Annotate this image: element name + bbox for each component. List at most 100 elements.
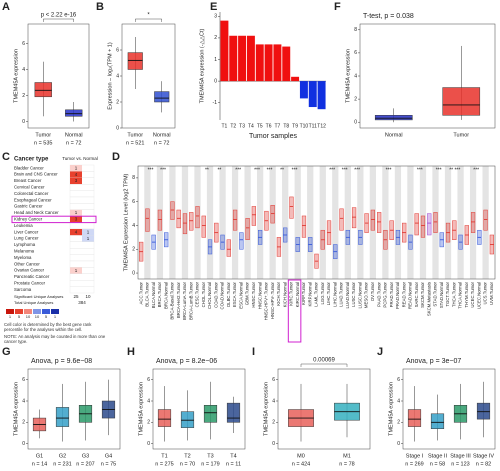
x-tick-label: PRAD.Normal	[395, 282, 400, 309]
note: NOTE: An analysis may be counted in more…	[4, 334, 106, 344]
y-tick-label: 2	[354, 96, 357, 102]
n-label: n = 231	[53, 461, 72, 467]
n-label: n = 207	[76, 461, 95, 467]
y-axis-label: TMEM45A expression	[345, 49, 351, 103]
band	[407, 166, 414, 279]
cell	[70, 209, 82, 217]
significance: ***	[148, 167, 154, 173]
y-axis-label: Expression – log₂(TPM + 1)	[107, 42, 113, 110]
x-tick-label: T2	[184, 453, 190, 459]
cell	[70, 216, 82, 223]
y-tick-label: 0	[116, 125, 119, 131]
x-tick-label: LIHC.Normal	[332, 282, 337, 307]
x-tick-label: ESCA.Normal	[238, 282, 243, 309]
band	[419, 166, 427, 279]
box	[433, 212, 438, 233]
total-value: 384	[78, 300, 86, 305]
panel-title: Anova, p = 8.2e−06	[156, 358, 217, 365]
box	[476, 402, 491, 420]
plot-frame	[121, 23, 176, 129]
box	[203, 405, 218, 423]
band	[194, 166, 201, 279]
band	[344, 166, 351, 279]
y-axis-label: TMEM45A expression	[138, 382, 144, 436]
cell-bg	[69, 260, 95, 268]
x-tick-label: STAD.Tumor	[433, 281, 438, 306]
bar	[264, 44, 273, 82]
highlight	[287, 279, 302, 343]
significance: ***	[329, 167, 335, 173]
x-tick-label: BRCA.Normal	[163, 282, 168, 309]
cell-value: 4	[75, 229, 78, 234]
panel-title: T-test, p = 0.038	[363, 13, 414, 20]
x-tick-label: ACC.Tumor	[138, 281, 143, 304]
cell-bg	[69, 273, 95, 281]
bracket	[135, 18, 162, 22]
box	[430, 413, 445, 429]
x-tick-label: UCS.Tumor	[483, 281, 488, 304]
y-tick-label: 2	[147, 420, 150, 426]
legend-swatch	[33, 309, 41, 314]
x-tick-label: SKCM.Metastasis	[426, 282, 431, 316]
bracket	[43, 18, 74, 22]
significance: ***	[342, 167, 348, 173]
box	[226, 402, 241, 423]
band	[357, 166, 364, 279]
box	[157, 409, 172, 427]
cancer-type: Bladder Cancer	[14, 165, 44, 170]
significance: ***	[160, 167, 166, 173]
x-tick-label: READ.Normal	[408, 282, 413, 309]
box	[226, 239, 231, 257]
cancer-type: Colorectal Cancer	[14, 191, 49, 196]
n-label: n = 72	[66, 140, 81, 146]
table-header: Cancer type	[14, 157, 49, 163]
cell-value: 3	[75, 217, 78, 222]
x-tick-label: KIRC.Normal	[295, 282, 300, 307]
panel-label: G	[2, 346, 11, 358]
cell	[82, 229, 94, 236]
x-tick-label: SARC.Tumor	[414, 281, 419, 307]
x-tick-label: HNSC-HPV+.Tumor	[264, 281, 269, 320]
x-tick-label: READ.Tumor	[401, 281, 406, 307]
x-tick-label: T6	[266, 123, 272, 129]
n-label: n = 424	[292, 461, 311, 467]
box	[301, 215, 307, 238]
x-tick-label: HNSC.Tumor	[251, 281, 256, 307]
band	[144, 166, 151, 279]
cancer-type: Prostate Cancer	[14, 281, 46, 286]
y-tick-label: 6	[147, 377, 150, 383]
x-tick-label: OV.Tumor	[370, 281, 375, 301]
cell	[82, 235, 94, 242]
x-tick-label: LGG.Tumor	[320, 281, 325, 304]
significance: **	[449, 167, 453, 173]
x-tick-label: KIRC.Tumor	[289, 281, 294, 305]
box	[251, 206, 256, 226]
y-tick-label: 0	[22, 441, 25, 447]
y-tick-label: 4	[147, 398, 150, 404]
x-tick-label: CESC.Tumor	[195, 281, 200, 307]
x-axis-label: Tumor samples	[249, 133, 297, 140]
y-tick-label: 3	[214, 14, 217, 20]
cell	[70, 165, 82, 172]
box	[34, 82, 52, 98]
x-tick-label: BLCA.Tumor	[145, 281, 150, 306]
box	[470, 212, 476, 233]
y-axis-label: TMEM45A expression	[388, 382, 394, 436]
panel-title: Anova, p = 3e−07	[406, 358, 461, 365]
x-tick-label: HNSC.Normal	[257, 282, 262, 309]
panel-label: D	[112, 151, 120, 163]
y-tick-label: 0	[147, 441, 150, 447]
band	[244, 166, 251, 279]
x-tick-label: UCEC.Normal	[476, 282, 481, 309]
y-tick-label: 2	[214, 35, 217, 41]
y-axis-label: TMEM45A expression	[263, 382, 269, 436]
y-tick-label: 4	[397, 398, 400, 404]
significance: ***	[417, 167, 423, 173]
cell-bg	[69, 286, 95, 294]
box	[170, 201, 175, 220]
n-label: n = 14	[32, 461, 47, 467]
panel-label: A	[2, 1, 10, 13]
legend-swatch	[24, 309, 32, 314]
significance: ***	[292, 167, 298, 173]
box	[189, 212, 194, 231]
